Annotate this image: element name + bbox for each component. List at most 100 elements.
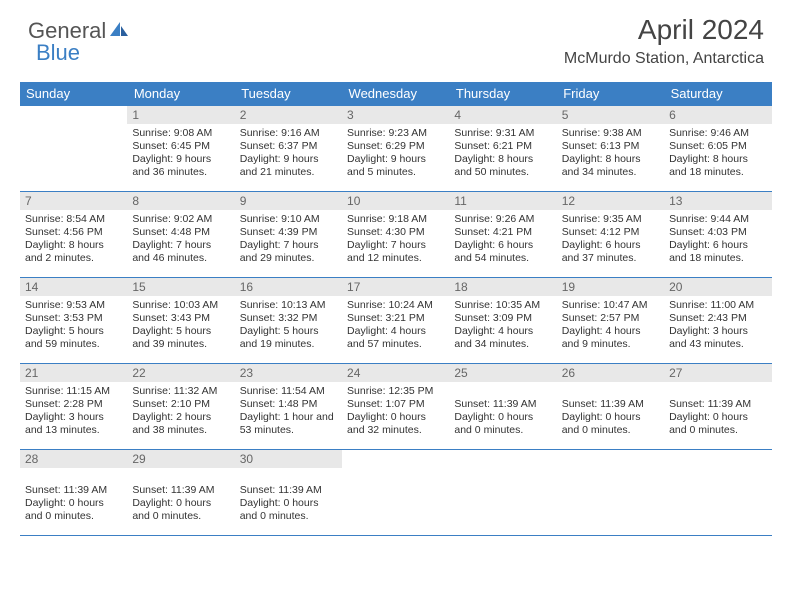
day-details: Sunrise: 11:00 AMSunset: 2:43 PMDaylight… xyxy=(664,296,771,354)
weekday-header: Friday xyxy=(557,82,664,106)
calendar-cell xyxy=(20,106,127,192)
day-details: Sunrise: 9:46 AMSunset: 6:05 PMDaylight:… xyxy=(664,124,771,182)
day-details: Sunrise: 10:24 AMSunset: 3:21 PMDaylight… xyxy=(342,296,449,354)
day-details: Sunrise: 11:54 AMSunset: 1:48 PMDaylight… xyxy=(235,382,342,440)
weekday-header: Wednesday xyxy=(342,82,449,106)
day-number: 10 xyxy=(342,192,449,210)
calendar-cell: 22Sunrise: 11:32 AMSunset: 2:10 PMDaylig… xyxy=(127,364,234,450)
day-details: Sunrise: 9:23 AMSunset: 6:29 PMDaylight:… xyxy=(342,124,449,182)
day-details: Sunrise: 9:35 AMSunset: 4:12 PMDaylight:… xyxy=(557,210,664,268)
day-details: Sunrise: 9:18 AMSunset: 4:30 PMDaylight:… xyxy=(342,210,449,268)
calendar-cell: 6Sunrise: 9:46 AMSunset: 6:05 PMDaylight… xyxy=(664,106,771,192)
calendar-cell: 10Sunrise: 9:18 AMSunset: 4:30 PMDayligh… xyxy=(342,192,449,278)
calendar-cell: 20Sunrise: 11:00 AMSunset: 2:43 PMDaylig… xyxy=(664,278,771,364)
calendar-cell: 24Sunrise: 12:35 PMSunset: 1:07 PMDaylig… xyxy=(342,364,449,450)
day-number: 30 xyxy=(235,450,342,468)
calendar-cell: 12Sunrise: 9:35 AMSunset: 4:12 PMDayligh… xyxy=(557,192,664,278)
weekday-header: Saturday xyxy=(664,82,771,106)
weekday-header: Monday xyxy=(127,82,234,106)
day-number: 16 xyxy=(235,278,342,296)
weekday-header: Thursday xyxy=(449,82,556,106)
day-details: Sunset: 11:39 AMDaylight: 0 hoursand 0 m… xyxy=(20,468,127,526)
day-details: Sunrise: 10:35 AMSunset: 3:09 PMDaylight… xyxy=(449,296,556,354)
day-details: Sunrise: 11:15 AMSunset: 2:28 PMDaylight… xyxy=(20,382,127,440)
day-details: Sunrise: 9:10 AMSunset: 4:39 PMDaylight:… xyxy=(235,210,342,268)
day-details: Sunrise: 11:32 AMSunset: 2:10 PMDaylight… xyxy=(127,382,234,440)
day-details: Sunrise: 9:31 AMSunset: 6:21 PMDaylight:… xyxy=(449,124,556,182)
day-number: 17 xyxy=(342,278,449,296)
day-details: Sunrise: 9:38 AMSunset: 6:13 PMDaylight:… xyxy=(557,124,664,182)
day-details: Sunset: 11:39 AMDaylight: 0 hoursand 0 m… xyxy=(127,468,234,526)
calendar-cell xyxy=(449,450,556,536)
day-number: 11 xyxy=(449,192,556,210)
day-number: 6 xyxy=(664,106,771,124)
calendar-cell: 11Sunrise: 9:26 AMSunset: 4:21 PMDayligh… xyxy=(449,192,556,278)
day-details: Sunrise: 9:08 AMSunset: 6:45 PMDaylight:… xyxy=(127,124,234,182)
day-number: 19 xyxy=(557,278,664,296)
day-details: Sunset: 11:39 AMDaylight: 0 hoursand 0 m… xyxy=(235,468,342,526)
day-number: 2 xyxy=(235,106,342,124)
calendar-cell: 27 Sunset: 11:39 AMDaylight: 0 hoursand … xyxy=(664,364,771,450)
day-number: 20 xyxy=(664,278,771,296)
calendar-cell: 29 Sunset: 11:39 AMDaylight: 0 hoursand … xyxy=(127,450,234,536)
calendar-cell: 19Sunrise: 10:47 AMSunset: 2:57 PMDaylig… xyxy=(557,278,664,364)
calendar-cell: 15Sunrise: 10:03 AMSunset: 3:43 PMDaylig… xyxy=(127,278,234,364)
location: McMurdo Station, Antarctica xyxy=(564,50,764,68)
calendar-cell xyxy=(664,450,771,536)
calendar-cell: 8Sunrise: 9:02 AMSunset: 4:48 PMDaylight… xyxy=(127,192,234,278)
calendar-cell xyxy=(342,450,449,536)
day-number: 25 xyxy=(449,364,556,382)
calendar-cell: 13Sunrise: 9:44 AMSunset: 4:03 PMDayligh… xyxy=(664,192,771,278)
day-number: 8 xyxy=(127,192,234,210)
calendar-cell: 1Sunrise: 9:08 AMSunset: 6:45 PMDaylight… xyxy=(127,106,234,192)
day-number: 1 xyxy=(127,106,234,124)
calendar-cell: 30 Sunset: 11:39 AMDaylight: 0 hoursand … xyxy=(235,450,342,536)
day-number: 15 xyxy=(127,278,234,296)
calendar: SundayMondayTuesdayWednesdayThursdayFrid… xyxy=(20,82,772,536)
calendar-cell: 7Sunrise: 8:54 AMSunset: 4:56 PMDaylight… xyxy=(20,192,127,278)
day-number: 9 xyxy=(235,192,342,210)
calendar-cell: 4Sunrise: 9:31 AMSunset: 6:21 PMDaylight… xyxy=(449,106,556,192)
calendar-cell: 2Sunrise: 9:16 AMSunset: 6:37 PMDaylight… xyxy=(235,106,342,192)
day-number: 23 xyxy=(235,364,342,382)
day-number: 3 xyxy=(342,106,449,124)
day-details: Sunrise: 12:35 PMSunset: 1:07 PMDaylight… xyxy=(342,382,449,440)
weekday-header: Sunday xyxy=(20,82,127,106)
day-number: 22 xyxy=(127,364,234,382)
calendar-cell: 16Sunrise: 10:13 AMSunset: 3:32 PMDaylig… xyxy=(235,278,342,364)
day-details: Sunrise: 10:47 AMSunset: 2:57 PMDaylight… xyxy=(557,296,664,354)
day-number: 26 xyxy=(557,364,664,382)
calendar-cell: 18Sunrise: 10:35 AMSunset: 3:09 PMDaylig… xyxy=(449,278,556,364)
calendar-cell: 28 Sunset: 11:39 AMDaylight: 0 hoursand … xyxy=(20,450,127,536)
month-title: April 2024 xyxy=(564,14,764,46)
day-number: 21 xyxy=(20,364,127,382)
day-details: Sunset: 11:39 AMDaylight: 0 hoursand 0 m… xyxy=(557,382,664,440)
calendar-cell: 26 Sunset: 11:39 AMDaylight: 0 hoursand … xyxy=(557,364,664,450)
day-details: Sunrise: 9:02 AMSunset: 4:48 PMDaylight:… xyxy=(127,210,234,268)
calendar-cell: 25 Sunset: 11:39 AMDaylight: 0 hoursand … xyxy=(449,364,556,450)
day-number: 7 xyxy=(20,192,127,210)
calendar-cell: 21Sunrise: 11:15 AMSunset: 2:28 PMDaylig… xyxy=(20,364,127,450)
calendar-cell: 5Sunrise: 9:38 AMSunset: 6:13 PMDaylight… xyxy=(557,106,664,192)
day-number: 13 xyxy=(664,192,771,210)
logo-sail-icon xyxy=(108,18,130,44)
weekday-header: Tuesday xyxy=(235,82,342,106)
day-details: Sunrise: 9:44 AMSunset: 4:03 PMDaylight:… xyxy=(664,210,771,268)
day-number: 5 xyxy=(557,106,664,124)
day-details: Sunrise: 9:53 AMSunset: 3:53 PMDaylight:… xyxy=(20,296,127,354)
day-number: 28 xyxy=(20,450,127,468)
calendar-cell: 23Sunrise: 11:54 AMSunset: 1:48 PMDaylig… xyxy=(235,364,342,450)
day-number: 24 xyxy=(342,364,449,382)
day-number: 12 xyxy=(557,192,664,210)
logo-text-blue: Blue xyxy=(36,40,80,66)
day-details: Sunrise: 10:13 AMSunset: 3:32 PMDaylight… xyxy=(235,296,342,354)
day-details: Sunrise: 9:26 AMSunset: 4:21 PMDaylight:… xyxy=(449,210,556,268)
header: April 2024 McMurdo Station, Antarctica xyxy=(564,14,764,68)
day-details: Sunrise: 10:03 AMSunset: 3:43 PMDaylight… xyxy=(127,296,234,354)
day-details: Sunrise: 8:54 AMSunset: 4:56 PMDaylight:… xyxy=(20,210,127,268)
day-details: Sunset: 11:39 AMDaylight: 0 hoursand 0 m… xyxy=(449,382,556,440)
day-number: 14 xyxy=(20,278,127,296)
day-details: Sunset: 11:39 AMDaylight: 0 hoursand 0 m… xyxy=(664,382,771,440)
calendar-cell: 3Sunrise: 9:23 AMSunset: 6:29 PMDaylight… xyxy=(342,106,449,192)
calendar-cell: 9Sunrise: 9:10 AMSunset: 4:39 PMDaylight… xyxy=(235,192,342,278)
